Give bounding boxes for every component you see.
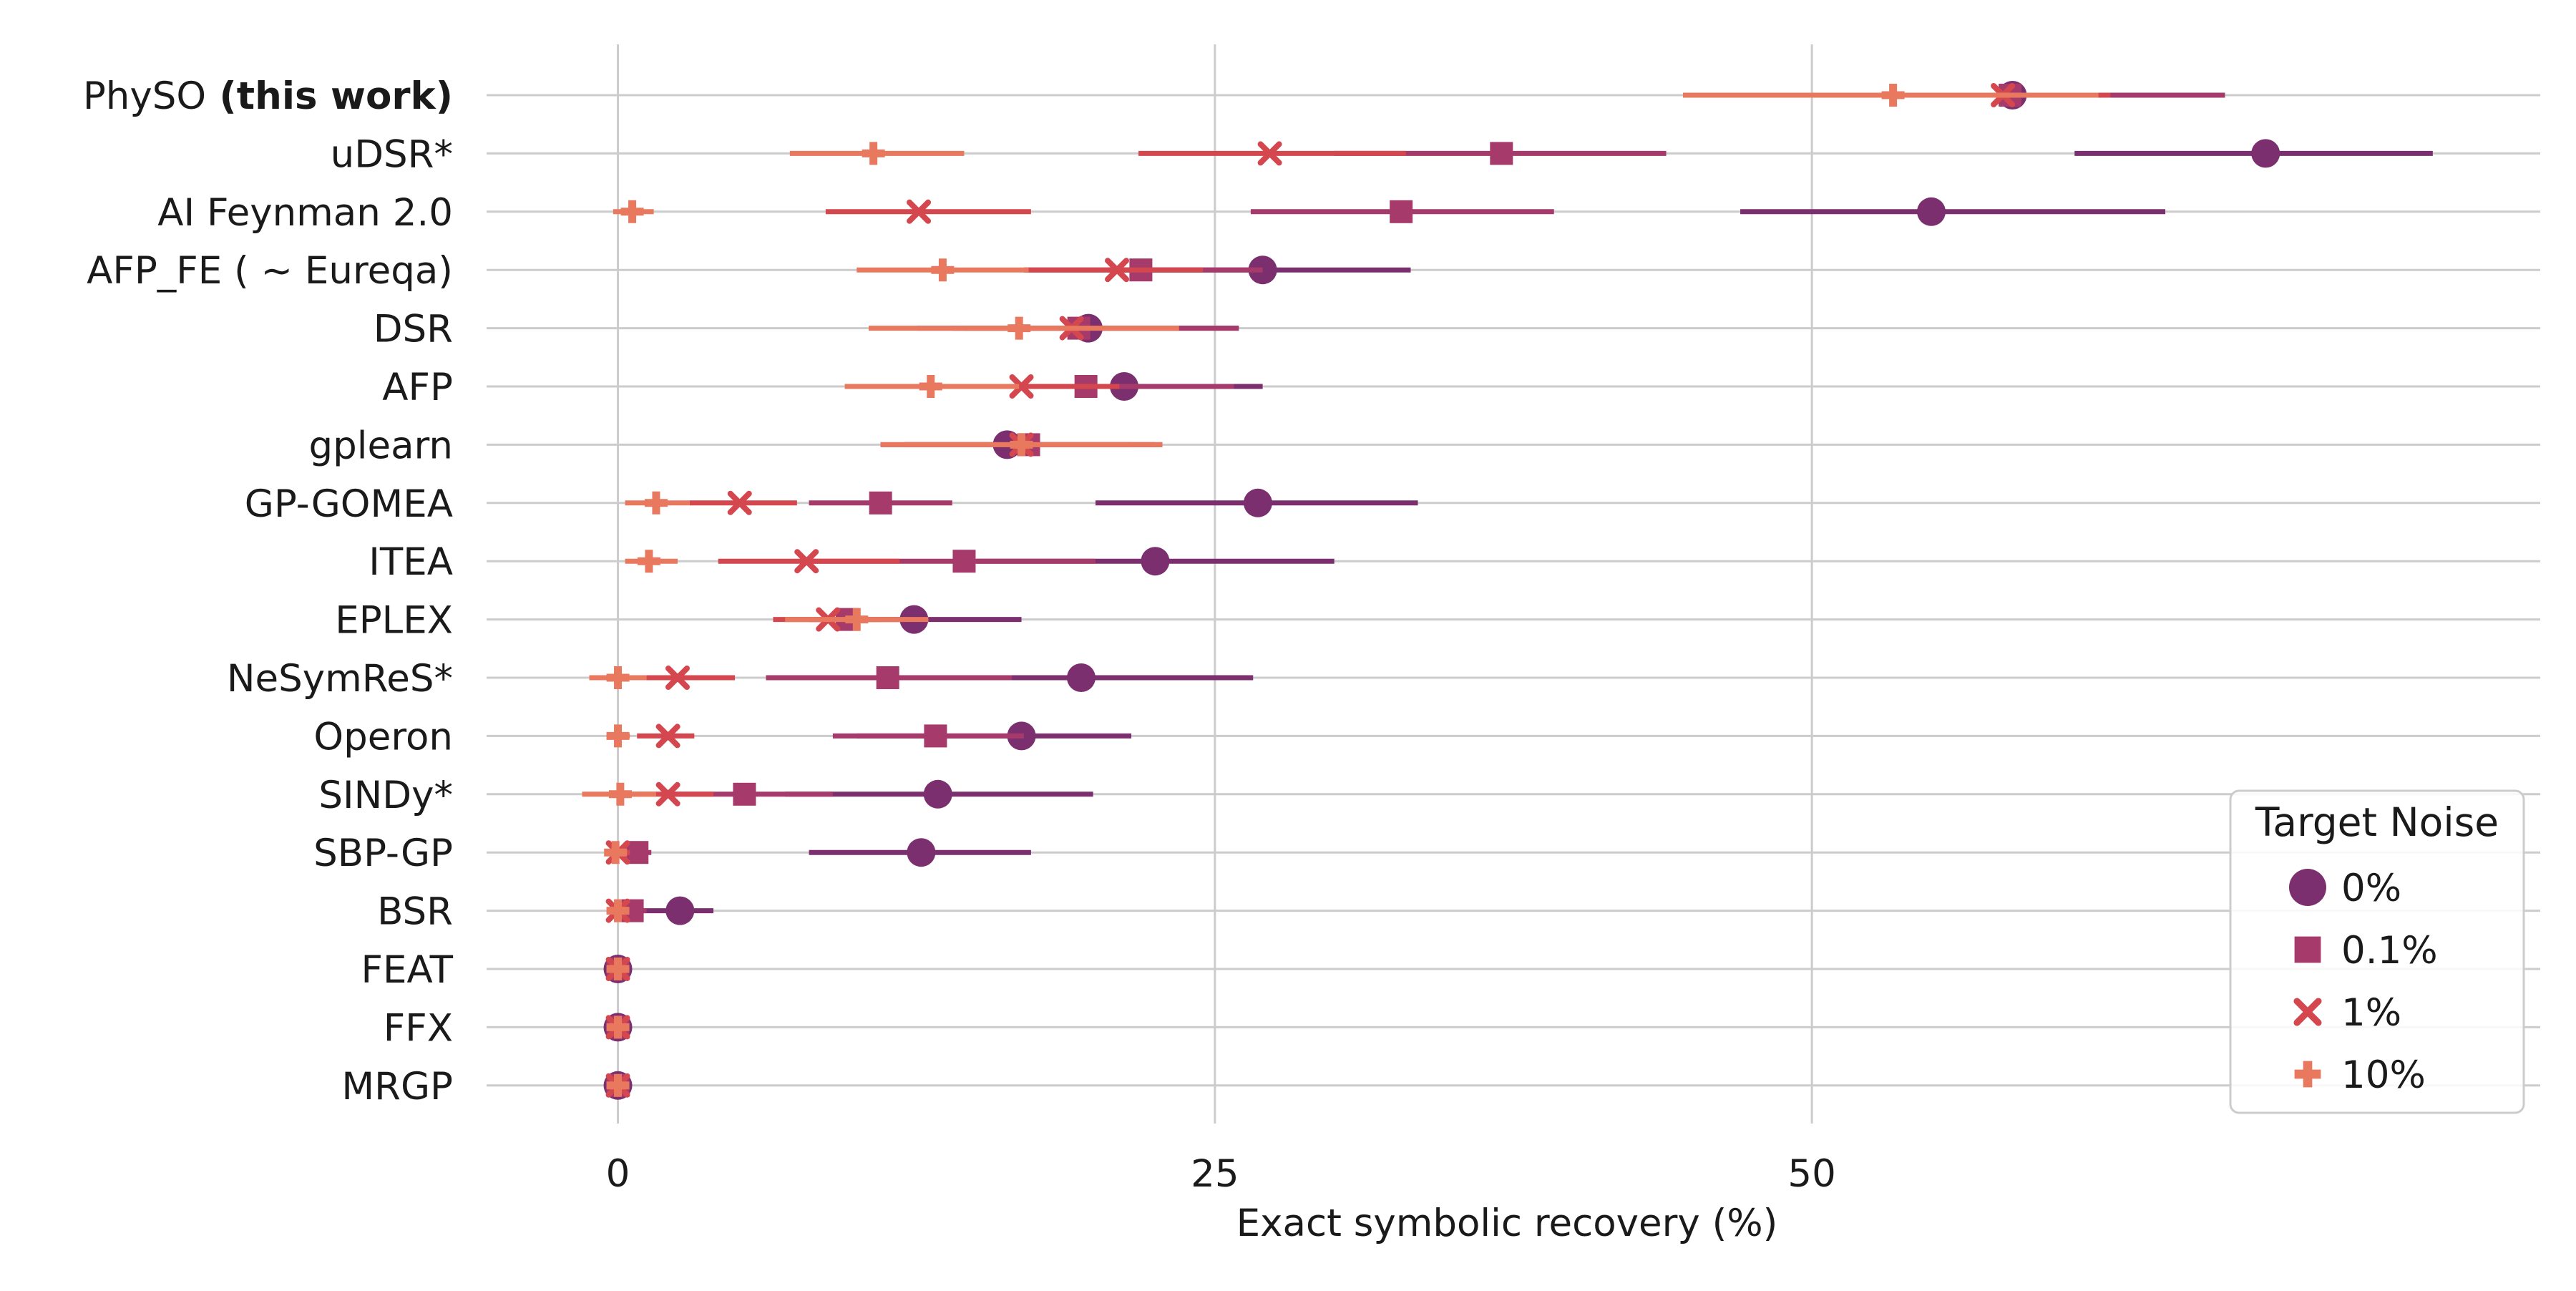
method-label-physo: PhySO (this work) bbox=[83, 74, 453, 118]
legend-entry: 0.1% bbox=[2294, 929, 2438, 973]
series-10 bbox=[582, 84, 2099, 1097]
method-label-dsr: DSR bbox=[374, 308, 453, 351]
point-itea bbox=[952, 550, 976, 573]
method-label-feat: FEAT bbox=[361, 948, 454, 992]
legend-label: 10% bbox=[2341, 1053, 2426, 1097]
legend-marker-circle-icon bbox=[2289, 869, 2326, 906]
x-tick-label: 25 bbox=[1191, 1152, 1239, 1196]
method-label-afp-fe-eureqa: AFP_FE ( ~ Eureqa) bbox=[87, 249, 453, 293]
method-label-sindy: SINDy* bbox=[318, 774, 453, 817]
point-sbp-gp bbox=[604, 841, 628, 864]
legend-entry: 0% bbox=[2289, 867, 2401, 910]
point-afp-fe-eureqa bbox=[931, 258, 955, 282]
method-label-eplex: EPLEX bbox=[335, 599, 453, 643]
point-dsr bbox=[1008, 316, 1031, 340]
point-udsr bbox=[1257, 141, 1282, 166]
point-nesymres bbox=[665, 666, 690, 690]
method-label-udsr: uDSR* bbox=[331, 132, 453, 176]
point-operon bbox=[655, 724, 680, 749]
legend-title: Target Noise bbox=[2255, 799, 2499, 845]
series-0-1 bbox=[606, 84, 2225, 1097]
point-udsr bbox=[862, 142, 885, 165]
point-gplearn bbox=[1010, 433, 1033, 457]
point-afp bbox=[1009, 374, 1034, 399]
method-label-mrgp: MRGP bbox=[341, 1065, 453, 1109]
point-itea bbox=[1141, 547, 1170, 576]
point-udsr bbox=[2251, 139, 2280, 168]
point-sindy bbox=[655, 781, 680, 807]
point-operon bbox=[606, 724, 630, 748]
point-eplex bbox=[845, 608, 869, 631]
x-axis-label: Exact symbolic recovery (%) bbox=[1236, 1202, 1778, 1245]
point-mrgp bbox=[606, 1073, 630, 1097]
legend-label: 1% bbox=[2341, 991, 2401, 1035]
series-0 bbox=[603, 81, 2433, 1100]
method-label-afp: AFP bbox=[382, 366, 453, 409]
point-ffx bbox=[606, 1015, 630, 1039]
point-udsr bbox=[1490, 142, 1513, 165]
point-sindy bbox=[608, 782, 632, 806]
method-label-bsr: BSR bbox=[377, 890, 453, 934]
x-tick-label: 50 bbox=[1787, 1152, 1835, 1196]
x-tick-label: 0 bbox=[606, 1152, 630, 1196]
point-ai-feynman-2-0 bbox=[907, 199, 932, 224]
point-nesymres bbox=[606, 666, 630, 689]
point-gp-gomea bbox=[869, 491, 892, 515]
method-labels: PhySO (this work) uDSR* AI Feynman 2.0 AFP_… bbox=[83, 74, 454, 1109]
method-label-operon: Operon bbox=[313, 715, 453, 759]
point-afp bbox=[919, 375, 942, 398]
method-label-sbp-gp: SBP-GP bbox=[313, 832, 453, 875]
point-bsr bbox=[665, 896, 695, 925]
point-feat bbox=[606, 958, 630, 980]
method-label-gplearn: gplearn bbox=[308, 424, 453, 467]
point-operon bbox=[924, 724, 947, 748]
method-label-gp-gomea: GP-GOMEA bbox=[245, 482, 453, 526]
point-sindy bbox=[733, 782, 756, 806]
legend-entries: 0% 0.1% 1% 10% bbox=[2289, 867, 2438, 1097]
point-ai-feynman-2-0 bbox=[1390, 200, 1413, 223]
legend-label: 0% bbox=[2341, 867, 2401, 910]
series-1 bbox=[605, 83, 2111, 1098]
point-gp-gomea bbox=[1243, 488, 1272, 517]
point-ai-feynman-2-0 bbox=[1917, 197, 1946, 226]
point-physo bbox=[1881, 84, 1905, 107]
point-itea bbox=[794, 549, 819, 574]
data-series bbox=[582, 81, 2433, 1100]
point-ai-feynman-2-0 bbox=[620, 200, 644, 223]
method-label-ffx: FFX bbox=[384, 1006, 453, 1050]
point-gp-gomea bbox=[727, 490, 752, 515]
legend-label: 0.1% bbox=[2341, 929, 2438, 973]
method-label-nesymres: NeSymReS* bbox=[227, 657, 453, 701]
point-bsr bbox=[606, 899, 630, 922]
point-sbp-gp bbox=[907, 838, 936, 867]
point-gp-gomea bbox=[644, 491, 668, 515]
point-afp-fe-eureqa bbox=[1105, 258, 1130, 283]
legend-entry: 10% bbox=[2294, 1053, 2426, 1097]
point-itea bbox=[637, 550, 660, 573]
point-sindy bbox=[923, 779, 952, 809]
x-tick-labels: 0 25 50 bbox=[606, 1152, 1836, 1196]
legend-marker-x-icon bbox=[2293, 998, 2322, 1026]
point-nesymres bbox=[1066, 663, 1096, 692]
legend-marker-square-icon bbox=[2294, 936, 2321, 963]
method-label-itea: ITEA bbox=[369, 540, 453, 584]
legend-entry: 1% bbox=[2293, 991, 2401, 1035]
legend-marker-plus-icon bbox=[2294, 1061, 2321, 1088]
method-label-ai-feynman-2-0: AI Feynman 2.0 bbox=[157, 191, 453, 235]
legend: Target Noise 0% 0.1% 1% 10% bbox=[2229, 789, 2525, 1114]
point-nesymres bbox=[876, 666, 899, 689]
